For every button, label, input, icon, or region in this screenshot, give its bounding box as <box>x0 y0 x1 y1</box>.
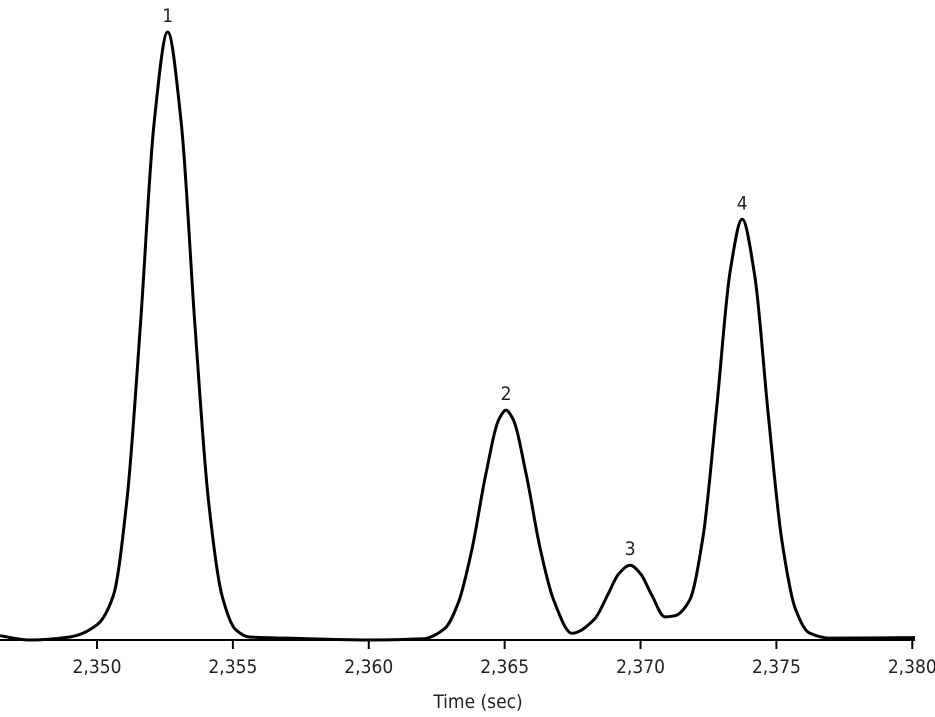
x-tick-label: 2,365 <box>480 656 529 678</box>
x-tick-label: 2,350 <box>73 656 122 678</box>
peak-label: 2 <box>501 383 512 405</box>
peak-label: 3 <box>625 538 636 560</box>
signal-line <box>0 30 916 642</box>
peak-label: 4 <box>737 192 748 214</box>
x-tick-label: 2,380 <box>888 656 935 678</box>
x-tick-label: 2,360 <box>344 656 393 678</box>
x-tick-label: 2,370 <box>616 656 665 678</box>
x-tick-label: 2,375 <box>752 656 801 678</box>
x-axis-label: Time (sec) <box>432 691 522 713</box>
peak-label: 1 <box>162 5 173 27</box>
x-tick-label: 2,355 <box>208 656 257 678</box>
